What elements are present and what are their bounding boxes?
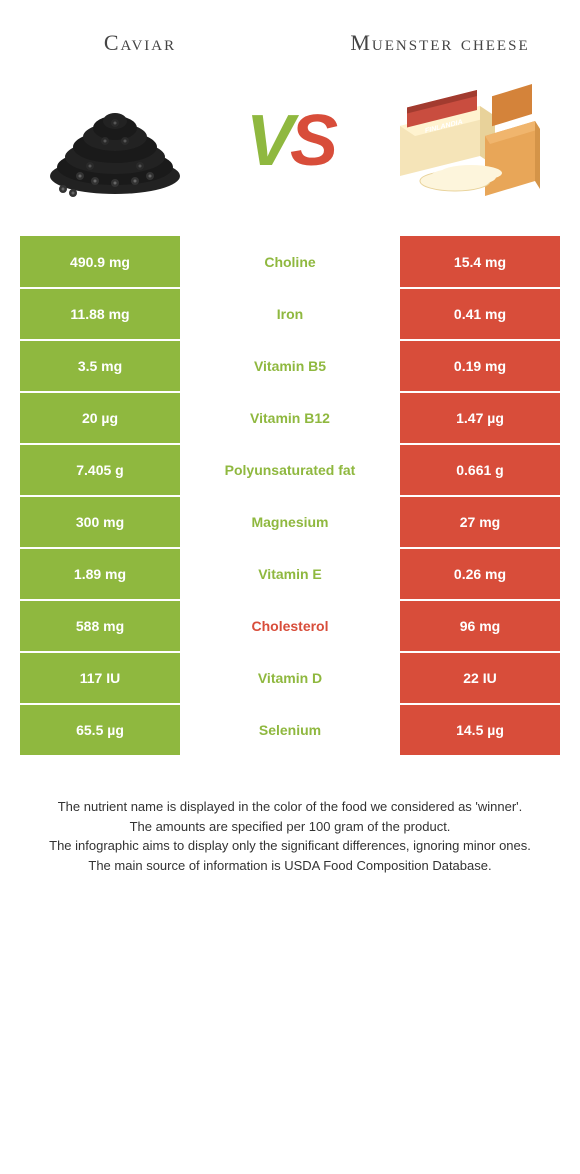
table-row: 300 mgMagnesium27 mg bbox=[20, 496, 560, 548]
table-cell-right: 96 mg bbox=[400, 600, 560, 652]
table-cell-left: 490.9 mg bbox=[20, 236, 180, 288]
header: Caviar Muenster cheese bbox=[0, 0, 580, 66]
images-row: VS FINLANDIA bbox=[0, 66, 580, 236]
table-cell-nutrient: Vitamin B12 bbox=[180, 392, 400, 444]
table-cell-nutrient: Selenium bbox=[180, 704, 400, 756]
table-cell-right: 1.47 µg bbox=[400, 392, 560, 444]
table-cell-right: 22 IU bbox=[400, 652, 560, 704]
table-cell-nutrient: Iron bbox=[180, 288, 400, 340]
table-row: 1.89 mgVitamin E0.26 mg bbox=[20, 548, 560, 600]
table-cell-right: 0.41 mg bbox=[400, 288, 560, 340]
table-cell-left: 3.5 mg bbox=[20, 340, 180, 392]
cheese-image: FINLANDIA bbox=[380, 76, 550, 206]
vs-label: VS bbox=[246, 100, 334, 182]
table-row: 117 IUVitamin D22 IU bbox=[20, 652, 560, 704]
table-cell-nutrient: Vitamin D bbox=[180, 652, 400, 704]
footer-line-4: The main source of information is USDA F… bbox=[40, 856, 540, 876]
table-cell-left: 300 mg bbox=[20, 496, 180, 548]
table-row: 11.88 mgIron0.41 mg bbox=[20, 288, 560, 340]
table-cell-nutrient: Vitamin E bbox=[180, 548, 400, 600]
table-row: 490.9 mgCholine15.4 mg bbox=[20, 236, 560, 288]
table-cell-nutrient: Vitamin B5 bbox=[180, 340, 400, 392]
title-muenster: Muenster cheese bbox=[340, 30, 540, 56]
table-cell-left: 20 µg bbox=[20, 392, 180, 444]
caviar-image bbox=[30, 76, 200, 206]
table-cell-nutrient: Polyunsaturated fat bbox=[180, 444, 400, 496]
table-cell-right: 27 mg bbox=[400, 496, 560, 548]
table-cell-left: 117 IU bbox=[20, 652, 180, 704]
table-row: 588 mgCholesterol96 mg bbox=[20, 600, 560, 652]
table-cell-left: 7.405 g bbox=[20, 444, 180, 496]
table-row: 7.405 gPolyunsaturated fat0.661 g bbox=[20, 444, 560, 496]
nutrition-table: 490.9 mgCholine15.4 mg11.88 mgIron0.41 m… bbox=[20, 236, 560, 757]
vs-s: S bbox=[290, 100, 334, 182]
table-cell-nutrient: Magnesium bbox=[180, 496, 400, 548]
footer-line-2: The amounts are specified per 100 gram o… bbox=[40, 817, 540, 837]
table-cell-nutrient: Cholesterol bbox=[180, 600, 400, 652]
table-cell-right: 0.26 mg bbox=[400, 548, 560, 600]
table-cell-left: 11.88 mg bbox=[20, 288, 180, 340]
table-row: 20 µgVitamin B121.47 µg bbox=[20, 392, 560, 444]
footer-notes: The nutrient name is displayed in the co… bbox=[0, 797, 580, 875]
table-cell-right: 0.661 g bbox=[400, 444, 560, 496]
footer-line-3: The infographic aims to display only the… bbox=[40, 836, 540, 856]
table-cell-right: 15.4 mg bbox=[400, 236, 560, 288]
table-cell-left: 65.5 µg bbox=[20, 704, 180, 756]
table-cell-left: 1.89 mg bbox=[20, 548, 180, 600]
table-cell-right: 14.5 µg bbox=[400, 704, 560, 756]
table-row: 3.5 mgVitamin B50.19 mg bbox=[20, 340, 560, 392]
footer-line-1: The nutrient name is displayed in the co… bbox=[40, 797, 540, 817]
table-row: 65.5 µgSelenium14.5 µg bbox=[20, 704, 560, 756]
table-cell-left: 588 mg bbox=[20, 600, 180, 652]
table-cell-right: 0.19 mg bbox=[400, 340, 560, 392]
title-caviar: Caviar bbox=[40, 30, 240, 56]
vs-v: V bbox=[246, 100, 290, 182]
table-cell-nutrient: Choline bbox=[180, 236, 400, 288]
